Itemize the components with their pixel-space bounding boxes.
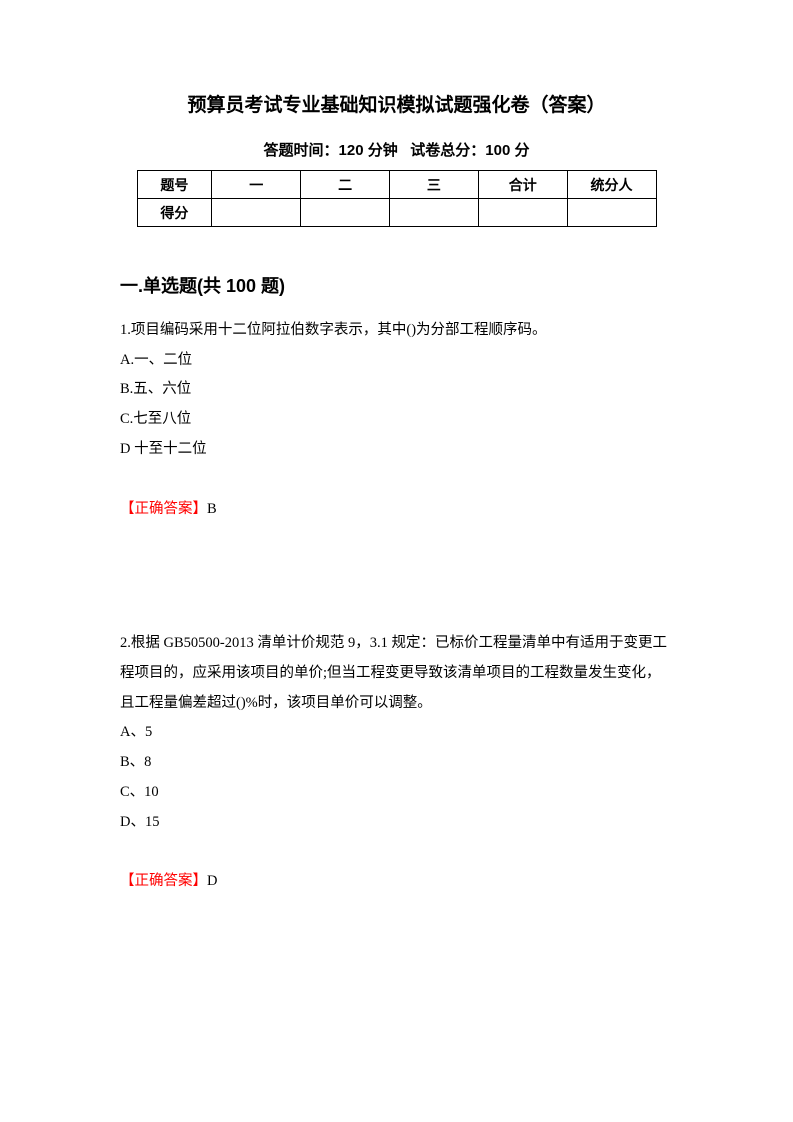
table-header-col3: 三 <box>389 171 478 199</box>
answer-block: 【正确答案】D <box>120 867 673 897</box>
table-header-total: 合计 <box>478 171 567 199</box>
section-heading: 一.单选题(共 100 题) <box>120 272 673 298</box>
table-header-label: 题号 <box>137 171 212 199</box>
question-text: 1.项目编码采用十二位阿拉伯数字表示，其中()为分部工程顺序码。 <box>120 316 673 346</box>
table-row: 题号 一 二 三 合计 统分人 <box>137 171 656 199</box>
answer-value: B <box>207 501 217 517</box>
option-c: C.七至八位 <box>120 405 673 435</box>
answer-value: D <box>207 873 217 889</box>
table-score-label: 得分 <box>137 199 212 227</box>
option-d: D 十至十二位 <box>120 435 673 465</box>
table-score-total <box>478 199 567 227</box>
score-table: 题号 一 二 三 合计 统分人 得分 <box>137 170 657 227</box>
table-row: 得分 <box>137 199 656 227</box>
page-content: 预算员考试专业基础知识模拟试题强化卷（答案） 答题时间：120 分钟 试卷总分：… <box>0 0 793 937</box>
score-label: 试卷总分： <box>410 142 485 159</box>
table-score-col3 <box>389 199 478 227</box>
option-c: C、10 <box>120 778 673 808</box>
table-header-col2: 二 <box>301 171 390 199</box>
answer-label: 【正确答案】 <box>120 873 207 889</box>
option-a: A、5 <box>120 718 673 748</box>
option-d: D、15 <box>120 808 673 838</box>
exam-subtitle: 答题时间：120 分钟 试卷总分：100 分 <box>120 139 673 160</box>
question-2: 2.根据 GB50500-2013 清单计价规范 9，3.1 规定：已标价工程量… <box>120 629 673 897</box>
question-text: 2.根据 GB50500-2013 清单计价规范 9，3.1 规定：已标价工程量… <box>120 629 673 718</box>
table-header-scorer: 统分人 <box>567 171 656 199</box>
question-spacer <box>120 524 673 629</box>
table-score-col1 <box>212 199 301 227</box>
table-score-col2 <box>301 199 390 227</box>
time-label: 答题时间： <box>264 142 339 159</box>
time-value: 120 分钟 <box>339 142 398 159</box>
table-header-col1: 一 <box>212 171 301 199</box>
option-b: B、8 <box>120 748 673 778</box>
question-1: 1.项目编码采用十二位阿拉伯数字表示，其中()为分部工程顺序码。 A.一、二位 … <box>120 316 673 524</box>
option-b: B.五、六位 <box>120 375 673 405</box>
exam-title: 预算员考试专业基础知识模拟试题强化卷（答案） <box>120 90 673 117</box>
option-a: A.一、二位 <box>120 346 673 376</box>
table-score-scorer <box>567 199 656 227</box>
answer-block: 【正确答案】B <box>120 495 673 525</box>
score-value: 100 分 <box>485 142 529 159</box>
answer-label: 【正确答案】 <box>120 501 207 517</box>
